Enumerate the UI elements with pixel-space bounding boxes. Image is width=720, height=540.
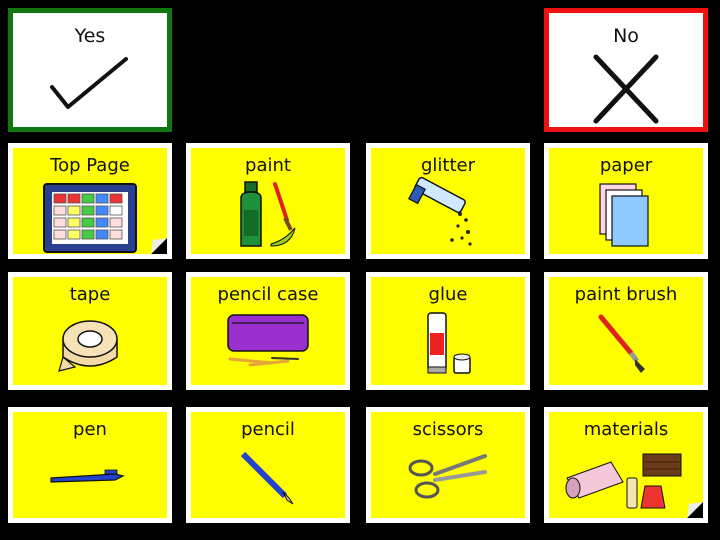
tile-pencil[interactable]: pencil xyxy=(186,407,350,523)
grid-board-icon xyxy=(43,183,137,253)
tile-label: tape xyxy=(69,284,111,305)
tile-top-page[interactable]: Top Page xyxy=(8,143,172,259)
tile-label: glitter xyxy=(420,155,476,176)
pencil-icon xyxy=(240,451,294,505)
yes-button[interactable]: Yes xyxy=(8,8,172,132)
tile-glitter[interactable]: glitter xyxy=(366,143,530,259)
tile-paint-brush[interactable]: paint brush xyxy=(544,272,708,390)
paint-brush-icon xyxy=(598,314,645,373)
paper-stack-icon xyxy=(599,183,649,247)
cross-icon xyxy=(593,54,659,124)
tile-label: pencil xyxy=(241,419,295,440)
yes-label: Yes xyxy=(74,25,106,47)
tile-tape[interactable]: tape xyxy=(8,272,172,390)
tile-label: paper xyxy=(599,155,653,176)
tile-paint[interactable]: paint xyxy=(186,143,350,259)
no-button[interactable]: No xyxy=(544,8,708,132)
tile-pen[interactable]: pen xyxy=(8,407,172,523)
tile-materials[interactable]: materials xyxy=(544,407,708,523)
tile-label: paint xyxy=(245,155,291,176)
paint-bottle-icon xyxy=(240,181,296,247)
tile-label: materials xyxy=(583,419,669,440)
page-fold-icon xyxy=(151,238,167,254)
tile-pencil-case[interactable]: pencil case xyxy=(186,272,350,390)
pencil-case-icon xyxy=(227,314,309,367)
tile-label: pencil case xyxy=(217,284,319,305)
glitter-tube-icon xyxy=(408,176,472,246)
tile-label: Top Page xyxy=(50,155,130,176)
scissors-icon xyxy=(408,454,487,499)
tile-glue[interactable]: glue xyxy=(366,272,530,390)
tile-scissors[interactable]: scissors xyxy=(366,407,530,523)
tape-roll-icon xyxy=(58,320,118,372)
tile-label: paint brush xyxy=(574,284,678,305)
pen-icon xyxy=(50,469,125,483)
tile-label: scissors xyxy=(412,419,484,440)
page-fold-icon xyxy=(687,502,703,518)
no-label: No xyxy=(613,25,639,47)
tile-paper[interactable]: paper xyxy=(544,143,708,259)
tile-label: pen xyxy=(73,419,107,440)
tile-label: glue xyxy=(428,284,468,305)
glue-stick-icon xyxy=(427,312,471,374)
materials-icon xyxy=(565,453,682,509)
checkmark-icon xyxy=(50,57,128,109)
